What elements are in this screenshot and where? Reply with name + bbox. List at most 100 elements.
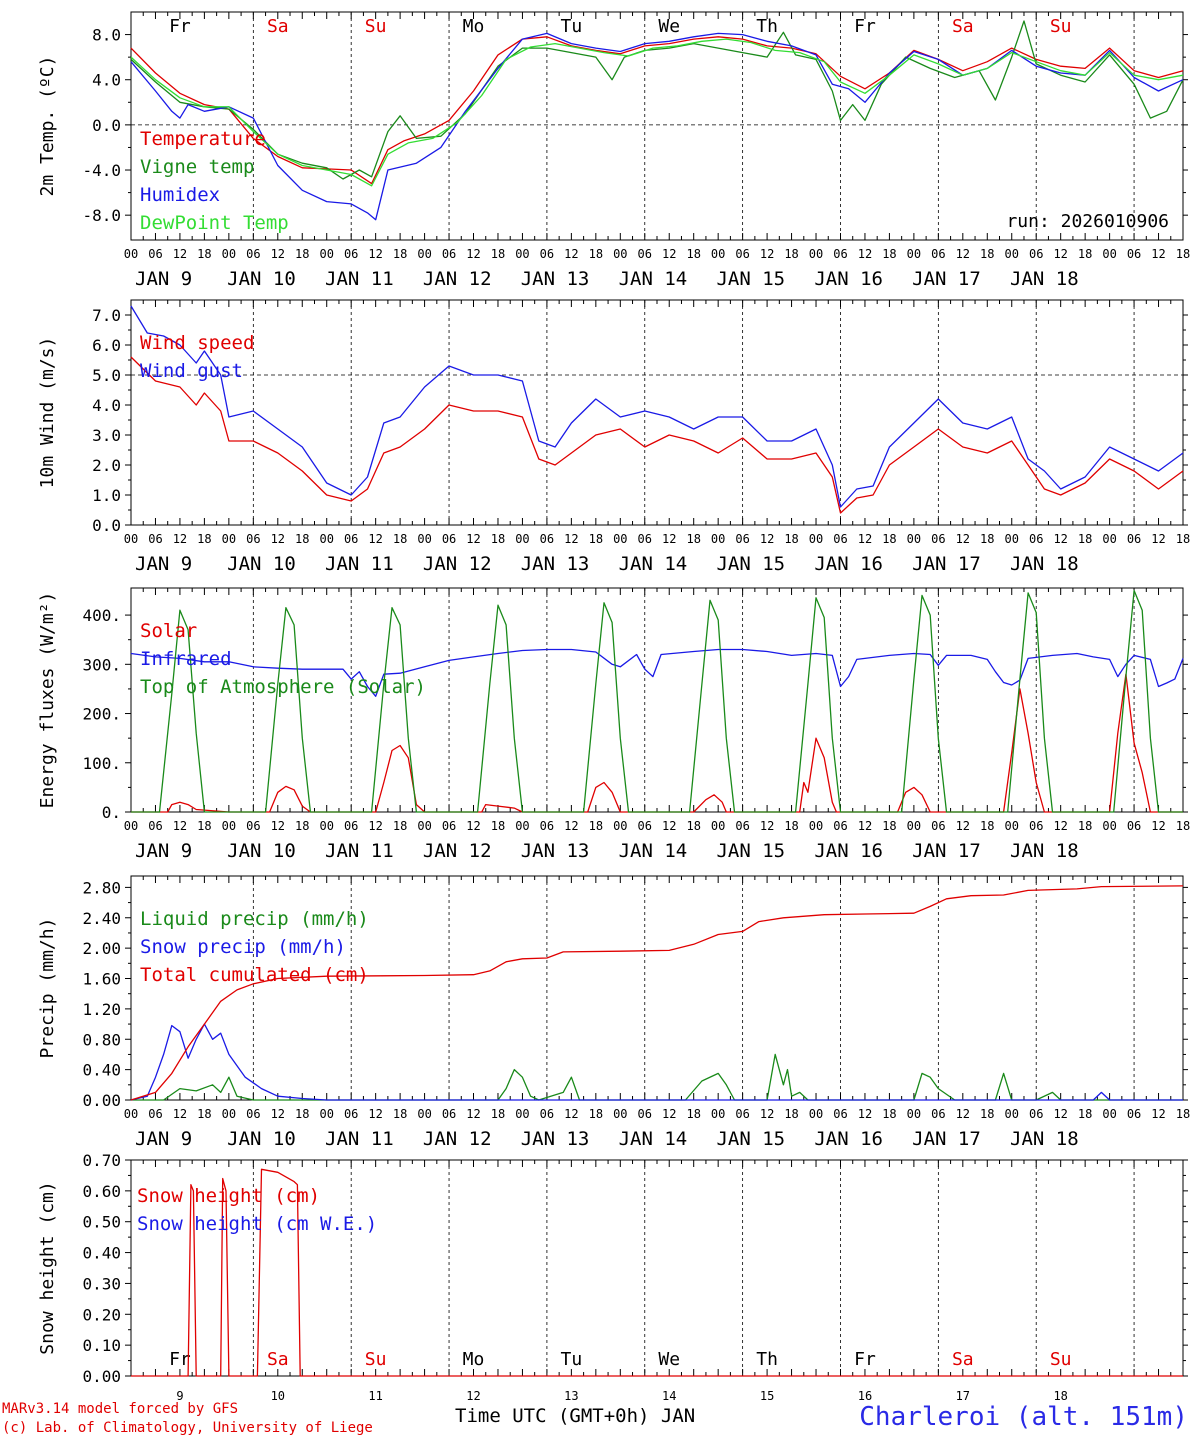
series-line bbox=[130, 885, 1184, 1101]
x-hour-label: 06 bbox=[931, 819, 945, 833]
x-hour-label: 12 bbox=[564, 532, 578, 546]
x-hour-label: 18 bbox=[197, 1107, 211, 1121]
series-line bbox=[130, 1023, 1183, 1101]
x-hour-label: 12 bbox=[271, 532, 285, 546]
x-hour-label: 12 bbox=[368, 1107, 382, 1121]
x-hour-label: 12 bbox=[271, 1107, 285, 1121]
x-day-label: JAN 14 bbox=[619, 268, 688, 290]
x-hour-label: 18 bbox=[980, 819, 994, 833]
y-tick-label: 2.40 bbox=[82, 909, 121, 928]
x-hour-label: 00 bbox=[907, 819, 921, 833]
x-hour-label: 00 bbox=[613, 819, 627, 833]
x-hour-label: 00 bbox=[1102, 247, 1116, 261]
y-tick-label: 300. bbox=[82, 655, 121, 674]
x-hour-label: 00 bbox=[809, 532, 823, 546]
legend-entry: Top of Atmosphere (Solar) bbox=[140, 676, 426, 698]
x-hour-label: 06 bbox=[735, 247, 749, 261]
x-hour-label: 18 bbox=[784, 819, 798, 833]
x-hour-label: 18 bbox=[1078, 819, 1092, 833]
x-day-label: JAN 13 bbox=[521, 553, 590, 575]
x-day-label: JAN 18 bbox=[1010, 840, 1079, 862]
x-hour-label: 18 bbox=[1078, 1107, 1092, 1121]
y-axis-label: Snow height (cm) bbox=[37, 1181, 58, 1354]
x-hour-label: 12 bbox=[466, 1107, 480, 1121]
x-hour-label: 06 bbox=[931, 532, 945, 546]
legend-entry: Infrared bbox=[140, 648, 232, 670]
y-tick-label: 2.0 bbox=[92, 456, 121, 475]
legend-entry: Snow precip (mm/h) bbox=[140, 936, 346, 958]
x-hour-label: 06 bbox=[1029, 819, 1043, 833]
legend-entry: DewPoint Temp bbox=[140, 212, 289, 234]
panel-energy: 0. 100. 200. 300. 400. Energy fluxes (W/m²) 00… bbox=[37, 587, 1190, 862]
legend-entry: Total cumulated (cm) bbox=[140, 964, 369, 986]
x-hour-label: 00 bbox=[613, 1107, 627, 1121]
x-hour-label: 00 bbox=[711, 247, 725, 261]
x-hour-label: 06 bbox=[344, 532, 358, 546]
y-tick-label: 200. bbox=[82, 705, 121, 724]
x-hour-label: 18 bbox=[784, 532, 798, 546]
y-tick-label: 1.20 bbox=[82, 1000, 121, 1019]
x-day-label: JAN 12 bbox=[423, 553, 492, 575]
weekday-label: We bbox=[658, 16, 680, 37]
legend-entry: Snow height (cm W.E.) bbox=[137, 1213, 377, 1235]
model-credit: MARv3.14 model forced by GFS bbox=[2, 1401, 239, 1417]
x-hour-label: 18 bbox=[980, 247, 994, 261]
x-day-label: JAN 9 bbox=[135, 1128, 192, 1150]
y-tick-label: 0.0 bbox=[92, 116, 121, 135]
x-day-label: JAN 11 bbox=[325, 1128, 394, 1150]
x-hour-label: 06 bbox=[1127, 1107, 1141, 1121]
weekday-label: Fr bbox=[169, 16, 191, 37]
y-tick-label: 5.0 bbox=[92, 366, 121, 385]
x-hour-label: 12 bbox=[760, 247, 774, 261]
y-tick-label: 0.00 bbox=[82, 1367, 121, 1386]
x-hour-label: 00 bbox=[417, 247, 431, 261]
x-hour-label: 00 bbox=[613, 532, 627, 546]
x-day-label: 13 bbox=[564, 1389, 578, 1403]
x-day-label: JAN 9 bbox=[135, 268, 192, 290]
x-day-label: 9 bbox=[176, 1389, 183, 1403]
x-hour-label: 06 bbox=[148, 532, 162, 546]
x-hour-label: 06 bbox=[246, 532, 260, 546]
x-day-label: JAN 15 bbox=[716, 553, 785, 575]
weekday-label: Su bbox=[365, 16, 387, 37]
x-hour-label: 00 bbox=[222, 247, 236, 261]
x-hour-label: 06 bbox=[246, 1107, 260, 1121]
x-hour-label: 18 bbox=[686, 532, 700, 546]
y-axis-label: 10m Wind (m/s) bbox=[37, 337, 58, 489]
x-hour-label: 18 bbox=[589, 247, 603, 261]
y-tick-label: 6.0 bbox=[92, 336, 121, 355]
x-hour-label: 00 bbox=[319, 1107, 333, 1121]
x-hour-label: 06 bbox=[344, 819, 358, 833]
x-hour-label: 12 bbox=[760, 532, 774, 546]
x-hour-label: 18 bbox=[197, 532, 211, 546]
x-hour-label: 12 bbox=[1053, 1107, 1067, 1121]
y-tick-label: 1.60 bbox=[82, 970, 121, 989]
x-hour-label: 00 bbox=[711, 819, 725, 833]
x-hour-label: 12 bbox=[1053, 532, 1067, 546]
x-hour-label: 12 bbox=[1053, 819, 1067, 833]
x-day-label: JAN 16 bbox=[814, 268, 883, 290]
x-hour-label: 12 bbox=[173, 532, 187, 546]
legend-entry: Snow height (cm) bbox=[137, 1185, 320, 1207]
legend-entry: Solar bbox=[140, 620, 197, 642]
lab-credit: (c) Lab. of Climatology, University of L… bbox=[2, 1420, 373, 1436]
x-hour-label: 12 bbox=[858, 819, 872, 833]
x-hour-label: 18 bbox=[589, 1107, 603, 1121]
x-hour-label: 18 bbox=[1078, 247, 1092, 261]
weekday-label: Tu bbox=[561, 1349, 583, 1370]
legend-entry: Vigne temp bbox=[140, 156, 254, 178]
x-day-label: JAN 10 bbox=[227, 553, 296, 575]
weekday-label: Sa bbox=[952, 1349, 974, 1370]
x-day-label: 10 bbox=[271, 1389, 285, 1403]
x-day-label: JAN 16 bbox=[814, 1128, 883, 1150]
x-hour-label: 12 bbox=[1151, 819, 1165, 833]
x-hour-label: 06 bbox=[931, 1107, 945, 1121]
x-hour-label: 00 bbox=[417, 532, 431, 546]
x-hour-label: 12 bbox=[662, 819, 676, 833]
x-hour-label: 06 bbox=[148, 819, 162, 833]
x-hour-label: 18 bbox=[295, 247, 309, 261]
x-hour-label: 00 bbox=[124, 247, 138, 261]
x-hour-label: 06 bbox=[344, 1107, 358, 1121]
x-day-label: JAN 17 bbox=[912, 840, 981, 862]
weekday-label: Sa bbox=[267, 1349, 289, 1370]
